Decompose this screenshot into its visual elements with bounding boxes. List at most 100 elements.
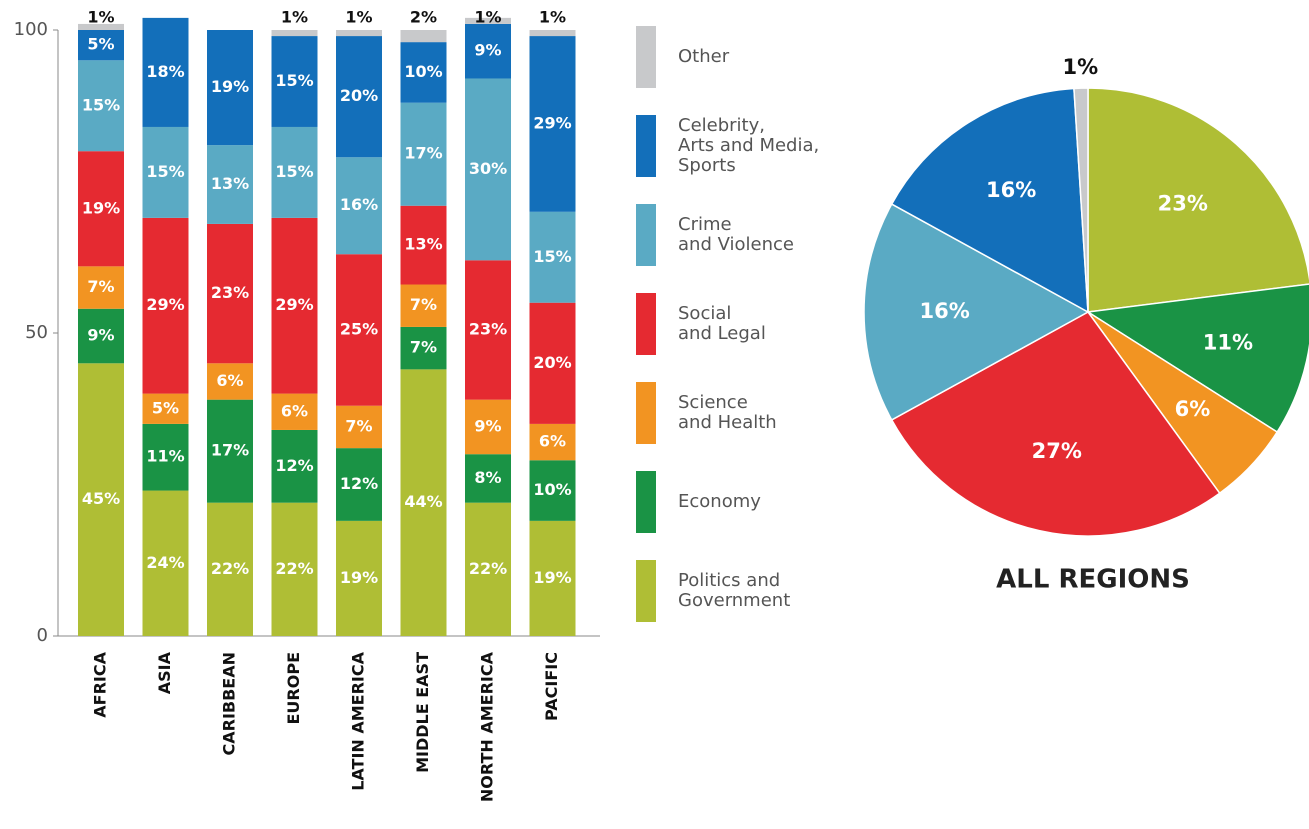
bar-segment xyxy=(207,399,253,503)
value-label: 23% xyxy=(1158,191,1208,215)
value-label: 20% xyxy=(533,353,571,372)
value-label: 1% xyxy=(474,8,501,27)
value-label: 15% xyxy=(146,162,184,181)
bar-segment xyxy=(336,157,382,255)
legend-swatch xyxy=(636,204,656,266)
value-label: 29% xyxy=(275,295,313,314)
bar-segment xyxy=(400,284,447,327)
value-label: 6% xyxy=(281,401,308,420)
value-label: 15% xyxy=(82,95,120,114)
value-label: 11% xyxy=(1203,330,1253,354)
bar-segment xyxy=(142,126,189,218)
bar-segment xyxy=(336,520,382,636)
bar-segment xyxy=(465,23,511,79)
value-label: 9% xyxy=(474,416,501,435)
value-label: 29% xyxy=(146,295,184,314)
legend-swatch xyxy=(636,26,656,88)
value-label: 19% xyxy=(211,77,249,96)
value-label: 8% xyxy=(474,468,501,487)
value-label: 23% xyxy=(469,319,507,338)
y-tick-label: 50 xyxy=(25,322,48,343)
value-label: 16% xyxy=(986,178,1036,202)
x-tick-label: NORTH AMERICA xyxy=(478,651,497,802)
bar-segment xyxy=(207,145,253,224)
bar-segment xyxy=(465,502,511,636)
pie-slice xyxy=(1073,87,1089,313)
bar-segment xyxy=(465,78,511,261)
value-label: 9% xyxy=(87,326,114,345)
bar-segment xyxy=(400,42,447,103)
bar-segment xyxy=(78,23,124,30)
bar-segment xyxy=(465,17,511,24)
value-label: 22% xyxy=(275,559,313,578)
bar-segment xyxy=(529,36,576,212)
value-label: 30% xyxy=(469,159,507,178)
bar-segment xyxy=(142,490,189,636)
legend-swatch xyxy=(636,382,656,444)
legend-label: Economy xyxy=(678,491,761,512)
value-label: 19% xyxy=(340,568,378,587)
bar-segment xyxy=(207,363,253,400)
bar-segment xyxy=(336,30,382,37)
legend-swatch xyxy=(636,560,656,622)
bar-segment xyxy=(78,363,124,636)
value-label: 6% xyxy=(216,371,243,390)
bar-segment xyxy=(465,399,511,455)
x-tick-label: CARIBBEAN xyxy=(220,652,239,756)
value-label: 45% xyxy=(82,489,120,508)
legend-label: Politics and Government xyxy=(678,570,790,611)
bar-segment xyxy=(400,102,447,206)
pie-slice xyxy=(863,203,1090,421)
value-label: 16% xyxy=(920,299,970,323)
value-label: 18% xyxy=(146,62,184,81)
x-tick-label: ASIA xyxy=(155,651,174,694)
bar-segment xyxy=(529,423,576,461)
value-label: 22% xyxy=(469,559,507,578)
value-label: 6% xyxy=(1175,397,1211,421)
bar-segment xyxy=(336,448,382,521)
bar-segment xyxy=(400,369,447,636)
value-label: 17% xyxy=(404,144,442,163)
value-label: 7% xyxy=(87,277,114,296)
value-label: 13% xyxy=(211,174,249,193)
pie-slice xyxy=(1085,283,1309,434)
legend-swatch xyxy=(636,293,656,355)
value-label: 12% xyxy=(340,474,378,493)
value-label: 17% xyxy=(211,441,249,460)
value-label: 7% xyxy=(345,416,372,435)
value-label: 15% xyxy=(275,162,313,181)
bar-segment xyxy=(529,302,576,424)
legend-swatch xyxy=(636,115,656,177)
value-label: 1% xyxy=(539,8,566,27)
y-tick-label: 100 xyxy=(14,19,48,40)
y-tick-label: 0 xyxy=(37,625,48,646)
value-label: 12% xyxy=(275,456,313,475)
legend-label: Science and Health xyxy=(678,392,777,433)
value-label: 44% xyxy=(404,492,442,511)
bar-segment xyxy=(142,423,189,491)
bar-segment xyxy=(78,308,124,364)
x-tick-label: LATIN AMERICA xyxy=(349,651,368,790)
value-label: 15% xyxy=(533,247,571,266)
value-label: 13% xyxy=(404,235,442,254)
bar-segment xyxy=(271,429,318,503)
bar-segment xyxy=(336,36,382,158)
legend-swatch xyxy=(636,471,656,533)
value-label: 1% xyxy=(345,8,372,27)
x-tick-label: AFRICA xyxy=(91,651,110,717)
value-label: 1% xyxy=(281,8,308,27)
value-label: 29% xyxy=(533,113,571,132)
bar-segment xyxy=(207,223,253,364)
bar-segment xyxy=(142,217,189,394)
bar-segment xyxy=(336,405,382,449)
bar-segment xyxy=(271,502,318,636)
bar-segment xyxy=(529,460,576,521)
value-label: 5% xyxy=(152,398,179,417)
value-label: 15% xyxy=(275,71,313,90)
value-label: 16% xyxy=(340,195,378,214)
x-tick-label: PACIFIC xyxy=(542,652,561,721)
value-label: 24% xyxy=(146,553,184,572)
bar-segment xyxy=(400,205,447,285)
bar-segment xyxy=(207,502,253,636)
